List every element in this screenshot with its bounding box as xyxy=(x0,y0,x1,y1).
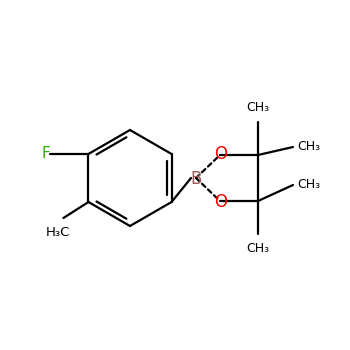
Text: CH₃: CH₃ xyxy=(297,140,320,154)
Text: O: O xyxy=(215,145,228,163)
Text: CH₃: CH₃ xyxy=(246,242,270,255)
Text: F: F xyxy=(41,147,50,161)
Text: H₃C: H₃C xyxy=(46,225,71,238)
Text: CH₃: CH₃ xyxy=(246,101,270,114)
Text: B: B xyxy=(190,170,202,188)
Text: CH₃: CH₃ xyxy=(297,178,320,191)
Text: O: O xyxy=(215,193,228,211)
